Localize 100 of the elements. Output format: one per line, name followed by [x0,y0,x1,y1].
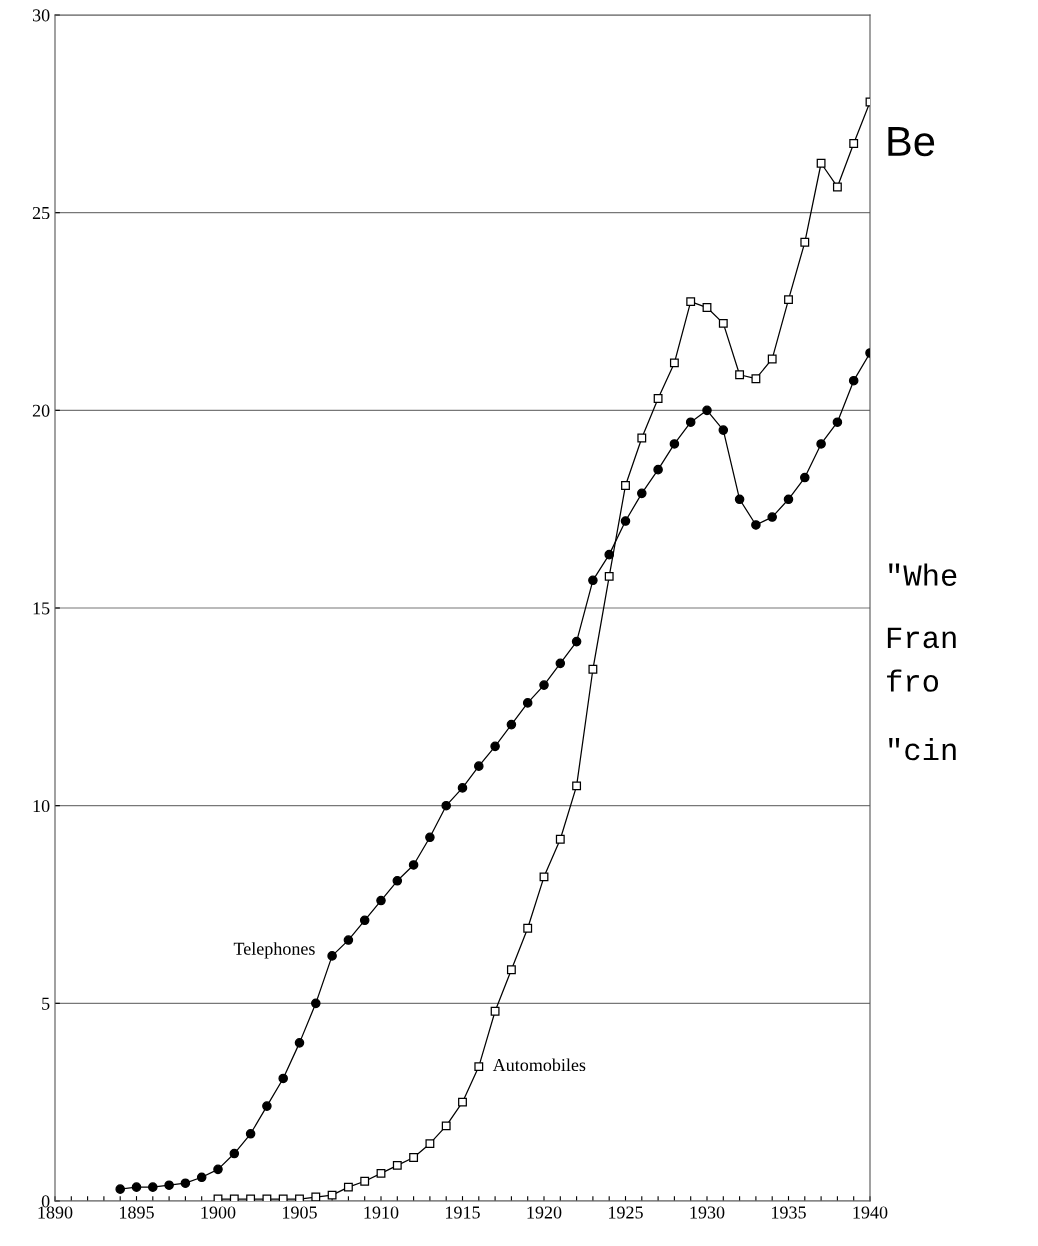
x-tick-label: 1895 [120,1206,154,1219]
point [148,1182,158,1192]
text: Fran [887,627,956,649]
point [767,354,777,364]
point [327,1190,337,1200]
y-tick-label: 5 [42,997,50,1010]
point [685,417,696,427]
y-tick-label: 10 [33,799,50,813]
x-tick-label: 1930 [690,1206,725,1219]
point [555,834,565,844]
point [702,405,712,416]
point [735,370,745,380]
x-tick-label: 1905 [283,1206,317,1219]
point [718,318,728,328]
point [359,915,370,926]
point [816,439,826,449]
point [571,636,582,647]
point [392,875,403,886]
point [392,1160,402,1170]
point [669,358,679,368]
point [408,860,419,870]
point [653,394,663,403]
point [653,464,663,475]
point [229,1194,239,1201]
text: fro [887,669,939,692]
point [376,895,386,906]
point [555,658,566,669]
point [278,1194,288,1201]
point [246,1194,256,1201]
series-label: Automobiles [492,1058,586,1072]
point [376,1168,386,1178]
point [327,951,337,961]
point [457,783,468,793]
x-tick-label: 1940 [853,1206,888,1219]
point [800,472,810,483]
point [848,375,859,386]
point [196,1172,207,1183]
point [474,1062,484,1072]
y-tick-label: 30 [32,9,50,22]
point [474,761,484,771]
point [784,295,793,305]
point [751,374,761,384]
point [637,433,647,443]
point [115,1184,125,1194]
point [539,872,549,882]
point [767,512,777,522]
x-tick-label: 1900 [201,1206,236,1219]
point [734,494,745,505]
point [490,741,500,752]
point [343,1182,353,1192]
point [506,965,516,975]
point [588,664,598,674]
y-tick-label: 20 [32,404,50,417]
point [343,935,354,945]
point [164,1180,174,1190]
point [832,417,843,427]
point [783,494,794,505]
point [425,1139,435,1149]
x-tick-label: 1925 [609,1206,643,1219]
point [441,800,451,811]
point [588,575,598,586]
x-tick-label: 1910 [364,1206,399,1219]
point [621,481,630,490]
point [245,1129,256,1139]
point [604,571,614,581]
point [131,1182,142,1192]
y-tick-label: 25 [32,206,50,220]
text: Be [888,127,935,157]
point [620,516,631,526]
point [523,923,533,933]
point [539,680,549,690]
point [311,1192,321,1201]
point [572,781,582,791]
point [490,1006,500,1016]
point [229,1148,240,1159]
point [718,425,729,435]
point [213,1164,223,1175]
y-tick-label: 0 [41,1195,50,1208]
y-tick-label: 15 [33,602,50,615]
x-tick-label: 1935 [772,1206,806,1219]
point [360,1176,370,1186]
point [180,1178,191,1189]
x-tick-label: 1890 [38,1206,73,1219]
series-label: Telephones [233,942,315,959]
point [441,1121,451,1131]
point [816,158,826,168]
x-tick-label: 1915 [446,1206,480,1219]
point [849,139,859,148]
point [686,297,696,307]
point [832,182,842,192]
x-tick-label: 1920 [527,1206,562,1219]
point [800,237,810,247]
point [425,832,435,843]
point [262,1194,272,1201]
point [294,1038,305,1048]
point [522,698,533,708]
point [702,303,712,312]
point [278,1073,288,1084]
point [458,1097,467,1107]
point [311,998,321,1009]
